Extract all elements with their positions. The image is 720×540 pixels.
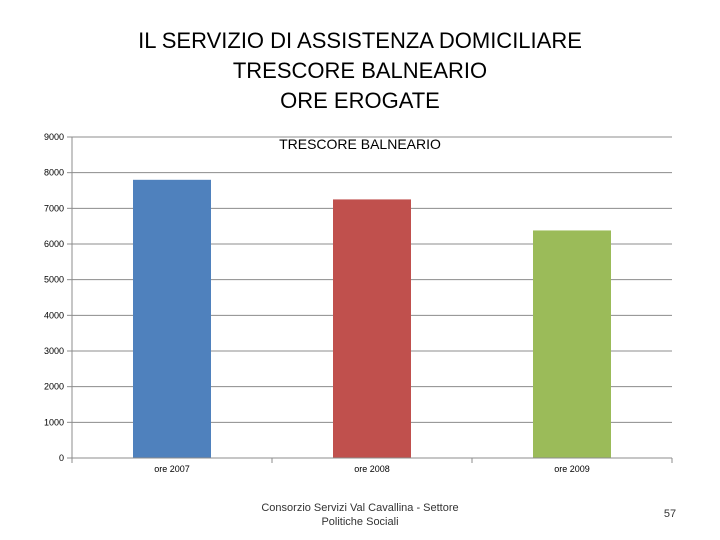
y-tick-label: 8000 [44, 168, 64, 178]
slide-title-line-2: TRESCORE BALNEARIO [232, 58, 488, 83]
footer-line-1: Consorzio Servizi Val Cavallina - Settor… [261, 502, 459, 514]
footer-line-2: Politiche Sociali [321, 516, 399, 528]
y-tick-label: 3000 [44, 346, 64, 356]
chart-title: TRESCORE BALNEARIO [279, 136, 441, 152]
bar-3 [533, 230, 611, 458]
x-tick-label: ore 2009 [554, 464, 590, 474]
y-tick-label: 6000 [44, 239, 64, 249]
y-tick-label: 1000 [44, 417, 64, 427]
y-tick-label: 7000 [44, 203, 64, 213]
y-tick-label: 2000 [44, 382, 64, 392]
axes: 0 1000 2000 3000 4000 5000 6000 7000 8000 9000 ore… [44, 132, 673, 474]
bar-2 [333, 199, 411, 458]
slide-title-line-1: IL SERVIZIO DI ASSISTENZA DOMICILIARE [138, 28, 582, 53]
footer: Consorzio Servizi Val Cavallina - Settor… [245, 501, 475, 529]
page-number: 57 [663, 508, 677, 520]
slide-title-line-3: ORE EROGATE [280, 88, 440, 113]
y-tick-label: 9000 [44, 132, 64, 142]
y-tick-label: 4000 [44, 310, 64, 320]
bar-1 [133, 179, 211, 459]
x-tick-label: ore 2007 [154, 464, 190, 474]
slide-title: IL SERVIZIO DI ASSISTENZA DOMICILIARE TR… [0, 26, 720, 116]
x-tick-label: ore 2008 [354, 464, 390, 474]
bars [133, 179, 611, 459]
y-tick-label: 0 [59, 453, 64, 463]
y-tick-label: 5000 [44, 275, 64, 285]
